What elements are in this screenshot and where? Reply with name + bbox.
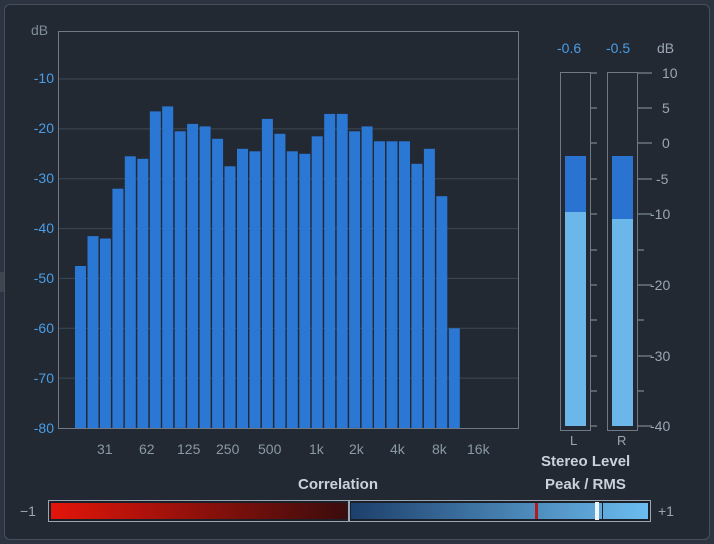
y-label: -10: [33, 70, 54, 86]
right-channel-meter: [607, 72, 638, 431]
spectrum-bar: [112, 188, 124, 428]
x-label: 62: [139, 441, 155, 457]
spectrum-bar: [436, 196, 448, 428]
x-label: 16k: [467, 441, 490, 457]
meter-scale-label: 0: [662, 135, 670, 151]
spectrum-bar: [399, 141, 410, 428]
spectrum-bar: [199, 126, 211, 428]
meter-scale-label: -20: [650, 277, 671, 293]
spectrum-bar: [124, 156, 136, 428]
left-peak-readout: -0.6: [557, 40, 582, 56]
spectrum-bar: [162, 106, 174, 428]
meter-scale-label: -40: [650, 418, 671, 434]
x-label: 250: [216, 441, 240, 457]
y-label: -50: [33, 270, 54, 286]
meter-caption-mode: Peak / RMS: [545, 476, 626, 493]
spectrum-bar: [324, 113, 336, 428]
spectrum-bar: [261, 118, 273, 428]
x-label: 8k: [432, 441, 447, 457]
y-label: -80: [33, 420, 54, 436]
meter-caption-title: Stereo Level: [541, 453, 631, 470]
correlation-segment-divider: [602, 503, 603, 519]
spectrum-bar: [448, 328, 460, 428]
spectrum-bar: [274, 133, 286, 428]
spectrum-bars: [59, 78, 518, 428]
correlation-max-label: +1: [658, 503, 674, 519]
y-label: -70: [33, 370, 54, 386]
correlation-center-mark: [348, 501, 350, 521]
spectrum-bar: [187, 123, 199, 428]
right-peak-readout: -0.5: [606, 40, 631, 56]
spectrum-bar: [286, 151, 298, 428]
left-rms-bar: [565, 211, 586, 426]
spectrum-unit-label: dB: [31, 22, 49, 38]
x-label: 125: [177, 441, 201, 457]
window-edge-handle: [0, 272, 4, 292]
spectrum-bar: [174, 131, 186, 428]
x-label: 2k: [349, 441, 364, 457]
spectrum-bar: [137, 158, 149, 428]
meter-scale-label: -10: [650, 206, 671, 222]
x-label: 500: [258, 441, 282, 457]
correlation-meter: [48, 500, 651, 522]
y-label: -30: [33, 170, 54, 186]
correlation-positive-zone: [351, 503, 648, 519]
spectrum-bar: [75, 266, 86, 428]
left-channel-label: L: [570, 433, 578, 448]
y-label: -60: [33, 320, 54, 336]
spectrum-bar: [386, 141, 398, 428]
spectrum-display: [58, 31, 519, 429]
correlation-current-marker: [595, 502, 599, 520]
left-channel-meter: [560, 72, 591, 431]
correlation-negative-zone: [51, 503, 347, 519]
y-label: -20: [33, 120, 54, 136]
correlation-min-label: −1: [20, 503, 36, 519]
spectrum-bar: [87, 236, 99, 428]
meter-unit-label: dB: [657, 40, 675, 56]
correlation-title: Correlation: [298, 476, 379, 493]
y-label: -40: [33, 220, 54, 236]
correlation-peak-marker: [535, 503, 538, 519]
meter-scale-label: -5: [656, 171, 669, 187]
spectrum-bar: [249, 151, 261, 428]
spectrum-bar: [349, 131, 361, 428]
spectrum-bar: [99, 238, 111, 428]
spectrum-bar: [299, 153, 311, 428]
spectrum-bar: [311, 136, 323, 428]
meter-scale-label: -30: [650, 348, 671, 364]
spectrum-bar: [336, 113, 348, 428]
spectrum-bar: [149, 111, 161, 428]
meter-scale-label: 10: [662, 65, 678, 81]
right-rms-bar: [612, 218, 633, 426]
spectrum-bar: [423, 148, 435, 428]
spectrum-bar: [374, 141, 385, 428]
spectrum-bar: [361, 126, 373, 428]
spectrum-bar: [411, 163, 423, 428]
spectrum-bar: [224, 166, 236, 428]
meter-scale-label: 5: [662, 100, 670, 116]
spectrum-bar: [237, 148, 248, 428]
spectrum-bar: [212, 138, 224, 428]
x-label: 1k: [309, 441, 324, 457]
right-channel-label: R: [617, 433, 627, 448]
x-label: 4k: [390, 441, 405, 457]
x-label: 31: [97, 441, 113, 457]
